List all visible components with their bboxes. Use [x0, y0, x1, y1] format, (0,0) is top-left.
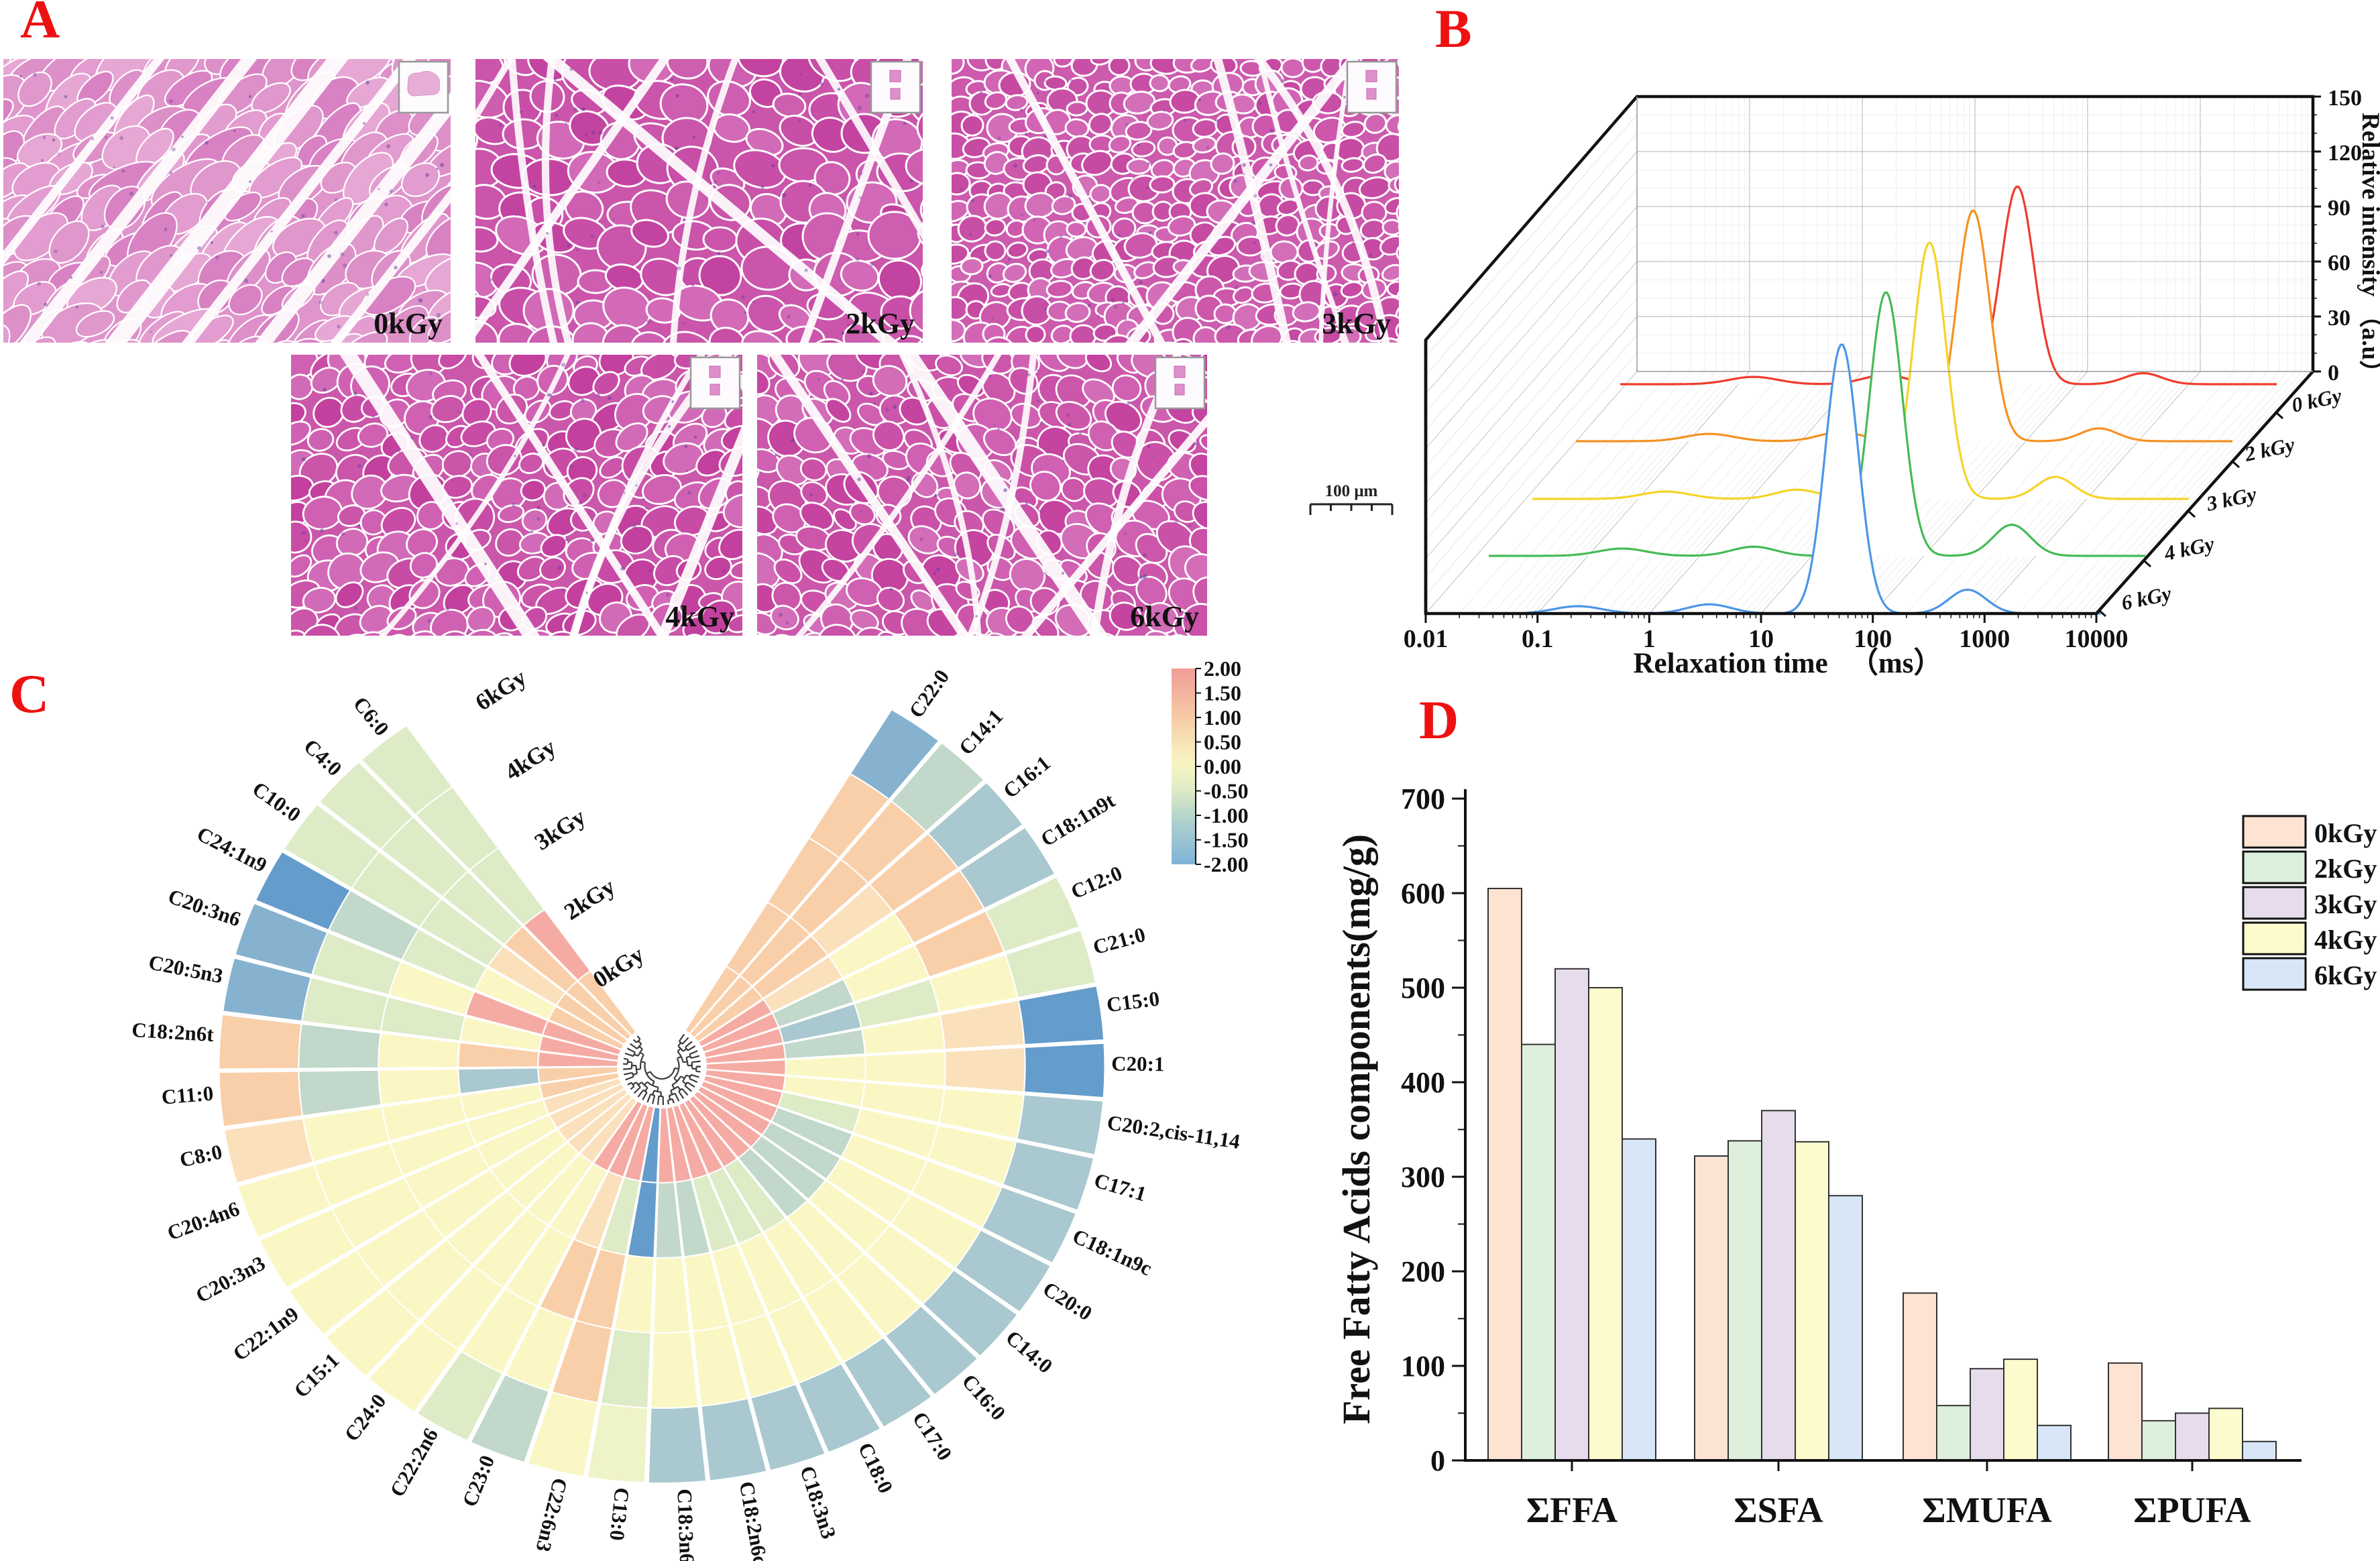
svg-text:C17:1: C17:1	[1092, 1168, 1149, 1206]
svg-text:C18:0: C18:0	[854, 1439, 898, 1497]
svg-text:C10:0: C10:0	[248, 776, 305, 826]
svg-text:C4:0: C4:0	[299, 734, 346, 780]
svg-text:C20:5n3: C20:5n3	[147, 950, 225, 988]
svg-text:1.50: 1.50	[1204, 681, 1241, 705]
svg-text:C20:1: C20:1	[1111, 1052, 1165, 1076]
svg-text:200: 200	[1401, 1255, 1445, 1288]
svg-text:150: 150	[2328, 86, 2362, 111]
svg-text:ΣSFA: ΣSFA	[1734, 1490, 1823, 1530]
svg-text:3kGy: 3kGy	[530, 803, 590, 855]
svg-text:10: 10	[1748, 625, 1774, 653]
svg-text:C20:0: C20:0	[1039, 1277, 1096, 1325]
svg-text:700: 700	[1401, 783, 1445, 815]
svg-text:100 μm: 100 μm	[1325, 482, 1378, 500]
svg-text:C24:1n9: C24:1n9	[193, 822, 271, 877]
svg-text:C24:0: C24:0	[339, 1389, 390, 1446]
svg-text:30: 30	[2328, 306, 2350, 331]
svg-text:-1.00: -1.00	[1204, 803, 1249, 827]
svg-text:0: 0	[2328, 361, 2339, 386]
svg-text:C22:6n3: C22:6n3	[531, 1476, 572, 1554]
svg-text:C16:0: C16:0	[958, 1369, 1011, 1424]
svg-text:0.00: 0.00	[1204, 754, 1241, 778]
svg-text:C22:1n9: C22:1n9	[229, 1302, 303, 1366]
svg-text:C14:1: C14:1	[954, 705, 1008, 760]
svg-text:Relative intensity （a.u）: Relative intensity （a.u）	[2357, 113, 2380, 385]
svg-text:C8:0: C8:0	[178, 1140, 225, 1172]
svg-text:600: 600	[1401, 877, 1445, 910]
svg-text:2kGy: 2kGy	[559, 873, 620, 925]
svg-text:C21:0: C21:0	[1090, 923, 1148, 960]
svg-text:6kGy: 6kGy	[1130, 600, 1199, 633]
svg-text:4 kGy: 4 kGy	[2161, 532, 2216, 565]
svg-text:0kGy: 0kGy	[588, 941, 648, 992]
svg-text:3 kGy: 3 kGy	[2204, 482, 2259, 516]
svg-text:3kGy: 3kGy	[1322, 307, 1391, 340]
svg-text:2.00: 2.00	[1204, 657, 1241, 681]
svg-text:Relaxation time （ms）: Relaxation time （ms）	[1634, 647, 1943, 679]
svg-text:0kGy: 0kGy	[2314, 818, 2377, 848]
svg-text:300: 300	[1401, 1161, 1445, 1194]
svg-text:C18:2n6c: C18:2n6c	[735, 1480, 773, 1561]
svg-text:120: 120	[2328, 141, 2362, 166]
svg-text:0.1: 0.1	[1522, 625, 1554, 653]
svg-text:C20:3n3: C20:3n3	[192, 1251, 269, 1308]
svg-text:ΣMUFA: ΣMUFA	[1922, 1490, 2051, 1530]
svg-text:C18:2n6t: C18:2n6t	[131, 1018, 215, 1046]
svg-text:2kGy: 2kGy	[846, 307, 915, 340]
svg-text:C18:3n3: C18:3n3	[795, 1463, 841, 1542]
svg-text:6 kGy: 6 kGy	[2119, 581, 2173, 615]
svg-text:C17:0: C17:0	[908, 1407, 957, 1464]
svg-text:100: 100	[1854, 625, 1892, 653]
svg-text:C12:0: C12:0	[1068, 861, 1126, 903]
svg-text:3kGy: 3kGy	[2314, 889, 2377, 919]
svg-text:C22:0: C22:0	[904, 665, 954, 722]
svg-text:1000: 1000	[1959, 625, 2010, 653]
svg-text:2kGy: 2kGy	[2314, 854, 2377, 884]
svg-text:C18:1n9c: C18:1n9c	[1069, 1224, 1155, 1281]
svg-text:10000: 10000	[2065, 625, 2129, 653]
svg-text:ΣFFA: ΣFFA	[1526, 1490, 1618, 1530]
svg-text:C15:1: C15:1	[289, 1348, 343, 1402]
svg-text:C23:0: C23:0	[457, 1452, 499, 1510]
svg-text:C18:1n9t: C18:1n9t	[1037, 789, 1119, 852]
svg-text:Free Fatty Acids components(mg: Free Fatty Acids components(mg/g)	[1341, 834, 1378, 1424]
svg-text:ΣPUFA: ΣPUFA	[2133, 1490, 2251, 1530]
svg-text:0.01: 0.01	[1404, 625, 1449, 653]
svg-text:C20:4n6: C20:4n6	[164, 1197, 243, 1245]
svg-text:C13:0: C13:0	[605, 1487, 634, 1542]
svg-text:400: 400	[1401, 1066, 1445, 1099]
svg-text:0.50: 0.50	[1204, 730, 1241, 754]
svg-text:4kGy: 4kGy	[500, 734, 561, 785]
svg-text:500: 500	[1401, 972, 1445, 1004]
svg-text:4kGy: 4kGy	[665, 600, 734, 633]
svg-text:C14:0: C14:0	[1001, 1326, 1057, 1378]
svg-text:1.00: 1.00	[1204, 705, 1241, 730]
svg-text:-0.50: -0.50	[1204, 779, 1249, 803]
svg-text:0: 0	[1430, 1444, 1445, 1477]
svg-text:60: 60	[2328, 251, 2350, 276]
svg-text:0kGy: 0kGy	[374, 307, 443, 340]
svg-text:C6:0: C6:0	[349, 692, 394, 740]
svg-text:C20:3n6: C20:3n6	[165, 884, 243, 931]
svg-text:6kGy: 6kGy	[2314, 960, 2377, 990]
svg-text:1: 1	[1643, 625, 1656, 653]
svg-text:6kGy: 6kGy	[471, 664, 531, 715]
svg-text:-2.00: -2.00	[1204, 852, 1249, 876]
svg-text:C11:0: C11:0	[161, 1082, 215, 1109]
svg-text:C18:3n6: C18:3n6	[673, 1489, 699, 1561]
svg-text:4kGy: 4kGy	[2314, 925, 2377, 955]
svg-text:C22:2n6: C22:2n6	[385, 1424, 443, 1501]
svg-text:C20:2,cis-11,14: C20:2,cis-11,14	[1106, 1110, 1242, 1153]
svg-text:100: 100	[1401, 1350, 1445, 1383]
svg-text:90: 90	[2328, 196, 2350, 221]
svg-text:C15:0: C15:0	[1105, 986, 1161, 1017]
svg-text:-1.50: -1.50	[1204, 828, 1249, 852]
svg-text:C16:1: C16:1	[999, 751, 1055, 803]
